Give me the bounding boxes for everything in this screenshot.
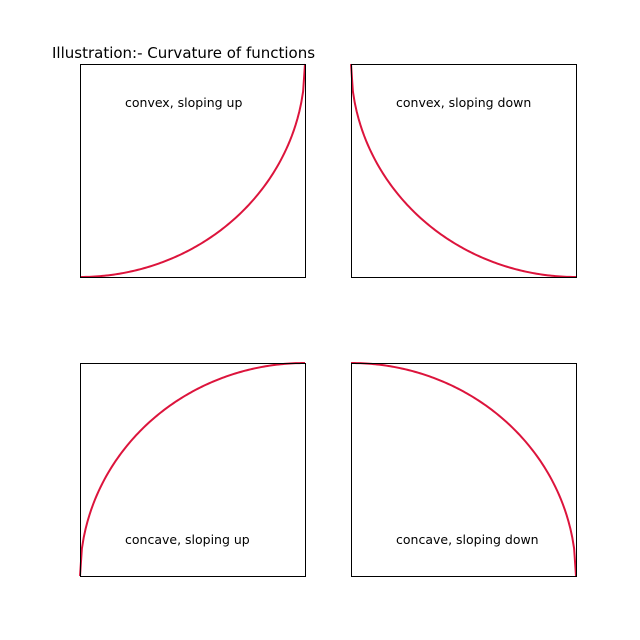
- panel-convex-up: convex, sloping up: [79, 63, 306, 278]
- axes-frame-convex-up: [80, 64, 306, 278]
- axes-frame-convex-down: [351, 64, 577, 278]
- panel-label-concave-up: concave, sloping up: [125, 532, 250, 547]
- panel-concave-down: concave, sloping down: [350, 362, 577, 577]
- panel-label-concave-down: concave, sloping down: [396, 532, 539, 547]
- series-line-concave-down: [350, 362, 577, 577]
- axes-frame-concave-up: [80, 363, 306, 577]
- series-line-concave-up: [79, 362, 306, 577]
- panel-label-convex-down: convex, sloping down: [396, 95, 531, 110]
- series-line-convex-up: [79, 63, 306, 278]
- panel-convex-down: convex, sloping down: [350, 63, 577, 278]
- axes-frame-concave-down: [351, 363, 577, 577]
- panel-label-convex-up: convex, sloping up: [125, 95, 242, 110]
- panel-concave-up: concave, sloping up: [79, 362, 306, 577]
- subplot-grid: convex, sloping up convex, sloping down co…: [79, 63, 577, 577]
- series-line-convex-down: [350, 63, 577, 278]
- figure-title: Illustration:- Curvature of functions: [52, 44, 315, 62]
